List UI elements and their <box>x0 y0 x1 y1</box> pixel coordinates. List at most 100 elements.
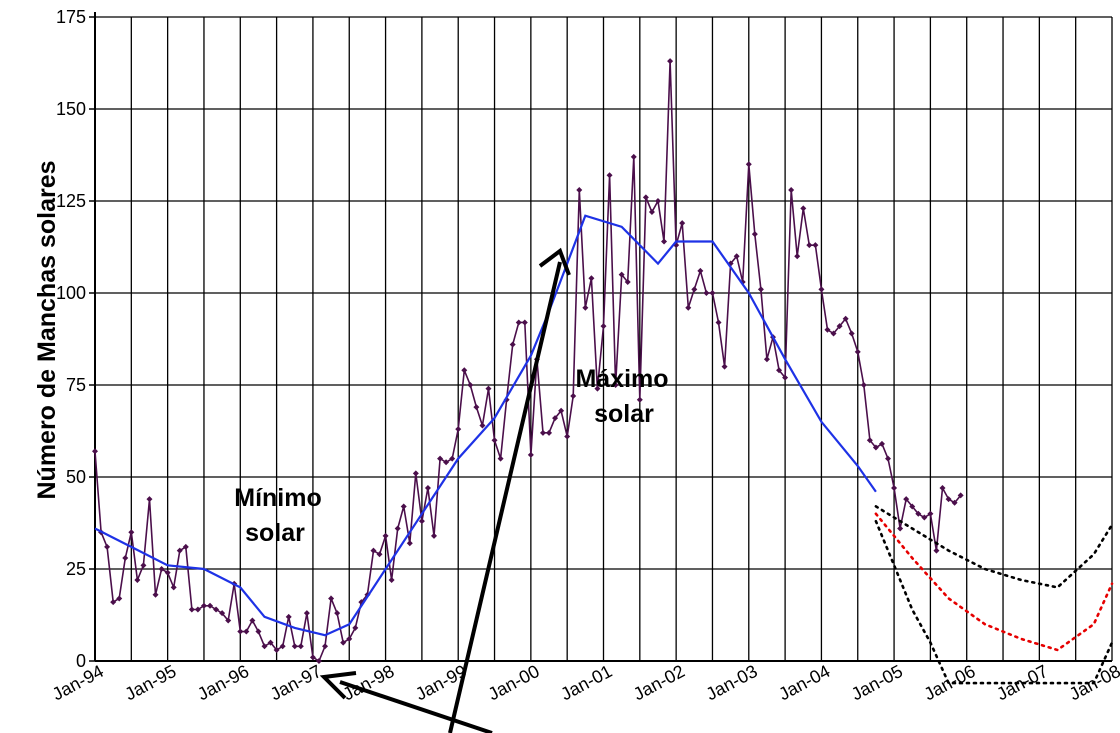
data-point <box>854 348 861 355</box>
data-point <box>255 628 262 635</box>
data-point <box>285 613 292 620</box>
data-point <box>552 415 559 422</box>
data-point <box>866 437 873 444</box>
data-point <box>455 426 462 433</box>
data-point <box>757 286 764 293</box>
data-point <box>92 448 98 455</box>
data-point <box>763 356 770 363</box>
data-point <box>903 496 910 503</box>
data-point <box>146 496 153 503</box>
data-point <box>188 606 195 613</box>
data-point <box>134 577 141 584</box>
data-point <box>388 577 395 584</box>
data-point <box>842 315 849 322</box>
data-point <box>418 518 425 525</box>
y-axis-label: Número de Manchas solares <box>33 160 61 499</box>
x-tick-label: Jan-97 <box>267 661 325 705</box>
data-point <box>661 238 668 245</box>
series-prediction-mean <box>874 512 1114 652</box>
y-tick-label: 150 <box>56 99 86 119</box>
data-point <box>497 455 504 462</box>
data-point <box>479 422 486 429</box>
data-point <box>733 253 740 260</box>
x-tick-label: Jan-00 <box>485 661 543 705</box>
data-point <box>691 286 698 293</box>
data-point <box>679 220 686 227</box>
data-point <box>909 503 916 510</box>
data-point <box>406 540 413 547</box>
data-point <box>431 532 437 539</box>
data-point <box>939 485 946 492</box>
data-point <box>164 569 171 576</box>
data-point <box>328 595 335 602</box>
grid <box>94 12 1113 662</box>
series-prediction-lower <box>874 519 1114 685</box>
data-point <box>334 610 341 617</box>
data-point <box>194 606 201 613</box>
data-point <box>715 319 722 326</box>
data-point <box>697 267 704 274</box>
data-point <box>279 643 286 650</box>
data-point <box>667 58 674 65</box>
data-point <box>400 503 407 510</box>
data-point <box>315 658 322 664</box>
data-point <box>776 367 783 374</box>
y-tick-label: 0 <box>76 651 86 671</box>
data-point <box>261 643 268 650</box>
data-point <box>225 617 232 624</box>
data-point <box>340 639 347 646</box>
data-point <box>467 382 474 388</box>
data-point <box>648 209 655 216</box>
data-point <box>891 485 898 492</box>
data-point <box>788 186 795 193</box>
data-point <box>945 496 952 503</box>
data-point <box>836 323 843 330</box>
data-point <box>872 444 879 451</box>
data-point <box>915 510 922 517</box>
x-tick-label: Jan-03 <box>703 661 761 705</box>
data-point <box>152 591 159 598</box>
data-point <box>515 319 522 326</box>
data-point <box>309 654 316 661</box>
data-point <box>933 547 940 554</box>
x-tick-label: Jan-01 <box>557 661 615 705</box>
arrow-to-maximum <box>448 247 571 733</box>
data-point <box>588 275 595 282</box>
series-line-prediction-upper <box>874 505 1114 589</box>
data-point <box>612 382 619 388</box>
data-point <box>521 319 528 326</box>
y-tick-label: 100 <box>56 283 86 303</box>
data-point <box>122 554 129 561</box>
data-point <box>291 643 298 650</box>
x-tick-label: Jan-04 <box>775 661 833 705</box>
data-point <box>721 363 728 370</box>
data-point <box>582 304 589 311</box>
data-point <box>200 602 207 609</box>
data-point <box>618 271 625 278</box>
data-point <box>170 584 177 591</box>
series-line-monthly <box>94 61 962 663</box>
data-point <box>461 367 468 374</box>
annotation-maximo-line2: solar <box>594 400 654 428</box>
data-point <box>346 635 353 642</box>
data-point <box>576 186 583 193</box>
data-point <box>370 547 377 554</box>
data-point <box>636 396 643 403</box>
data-point <box>382 532 389 539</box>
data-point <box>539 429 546 436</box>
data-point <box>951 499 958 506</box>
data-point <box>128 529 135 536</box>
data-point <box>352 624 359 631</box>
data-point <box>860 382 867 388</box>
data-point <box>751 231 758 238</box>
arrow-to-minimum <box>319 671 493 733</box>
data-point <box>509 341 516 348</box>
annotation-minimo-line1: Mínimo <box>234 484 322 512</box>
series-layer <box>92 58 1114 685</box>
data-point <box>322 643 329 650</box>
data-point <box>527 451 534 458</box>
x-tick-label: Jan-95 <box>122 661 180 705</box>
data-point <box>491 437 498 444</box>
data-point <box>818 286 825 293</box>
data-point <box>709 290 716 296</box>
